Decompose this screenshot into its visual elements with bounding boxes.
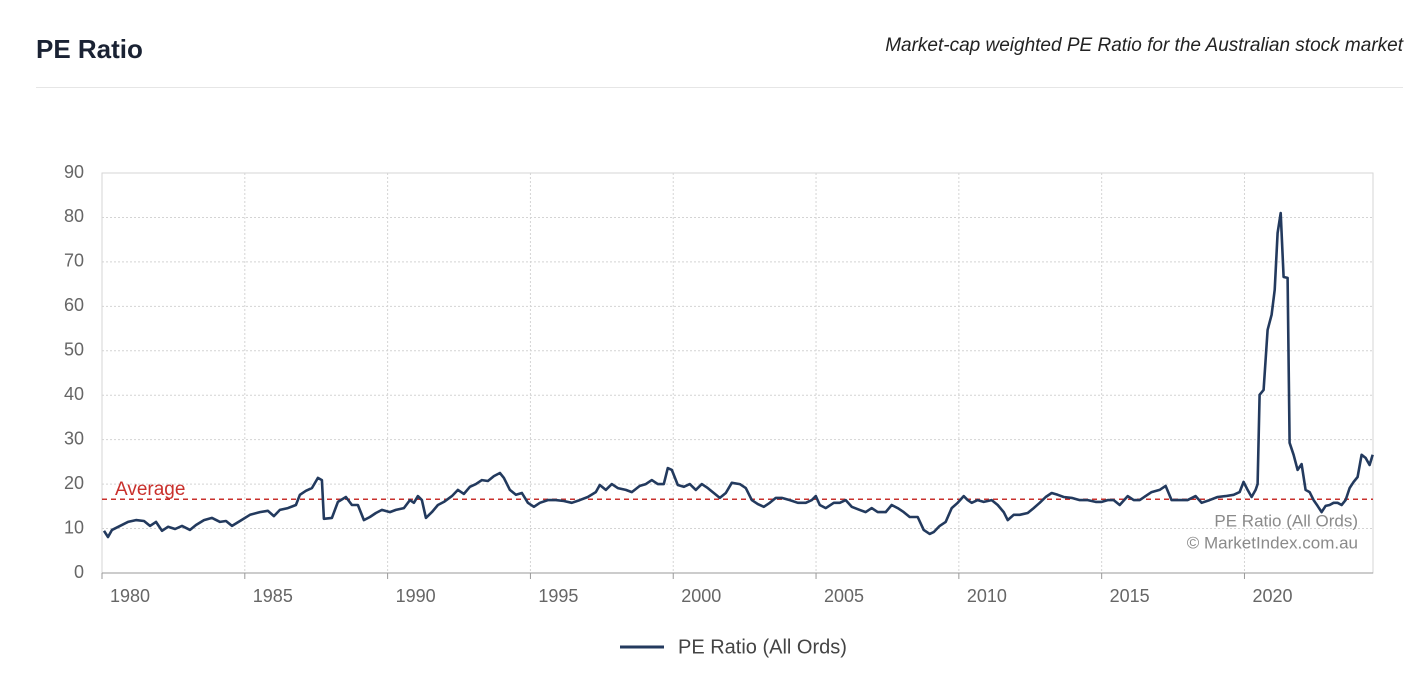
- watermark-series: PE Ratio (All Ords): [1214, 511, 1358, 530]
- x-tick-label: 2020: [1252, 586, 1292, 606]
- x-tick-label: 2015: [1110, 586, 1150, 606]
- y-tick-label: 90: [64, 162, 84, 182]
- x-tick-label: 1995: [538, 586, 578, 606]
- y-tick-label: 30: [64, 428, 84, 448]
- y-tick-label: 50: [64, 340, 84, 360]
- y-tick-label: 60: [64, 295, 84, 315]
- y-tick-label: 70: [64, 251, 84, 271]
- x-tick-label: 1985: [253, 586, 293, 606]
- x-tick-label: 2010: [967, 586, 1007, 606]
- chart-title: PE Ratio: [36, 34, 143, 64]
- y-tick-label: 80: [64, 206, 84, 226]
- x-tick-label: 2005: [824, 586, 864, 606]
- legend-label: PE Ratio (All Ords): [678, 636, 847, 658]
- series-line: [102, 211, 1374, 539]
- x-tick-label: 2000: [681, 586, 721, 606]
- watermark-credit: © MarketIndex.com.au: [1187, 533, 1358, 552]
- x-tick-label: 1990: [396, 586, 436, 606]
- y-tick-label: 40: [64, 384, 84, 404]
- y-tick-label: 20: [64, 473, 84, 493]
- x-tick-label: 1980: [110, 586, 150, 606]
- y-tick-label: 0: [74, 562, 84, 582]
- plot-frame: [101, 172, 1374, 574]
- chart-subtitle: Market-cap weighted PE Ratio for the Aus…: [885, 35, 1404, 56]
- average-label: Average: [115, 479, 185, 500]
- y-tick-label: 10: [64, 517, 84, 537]
